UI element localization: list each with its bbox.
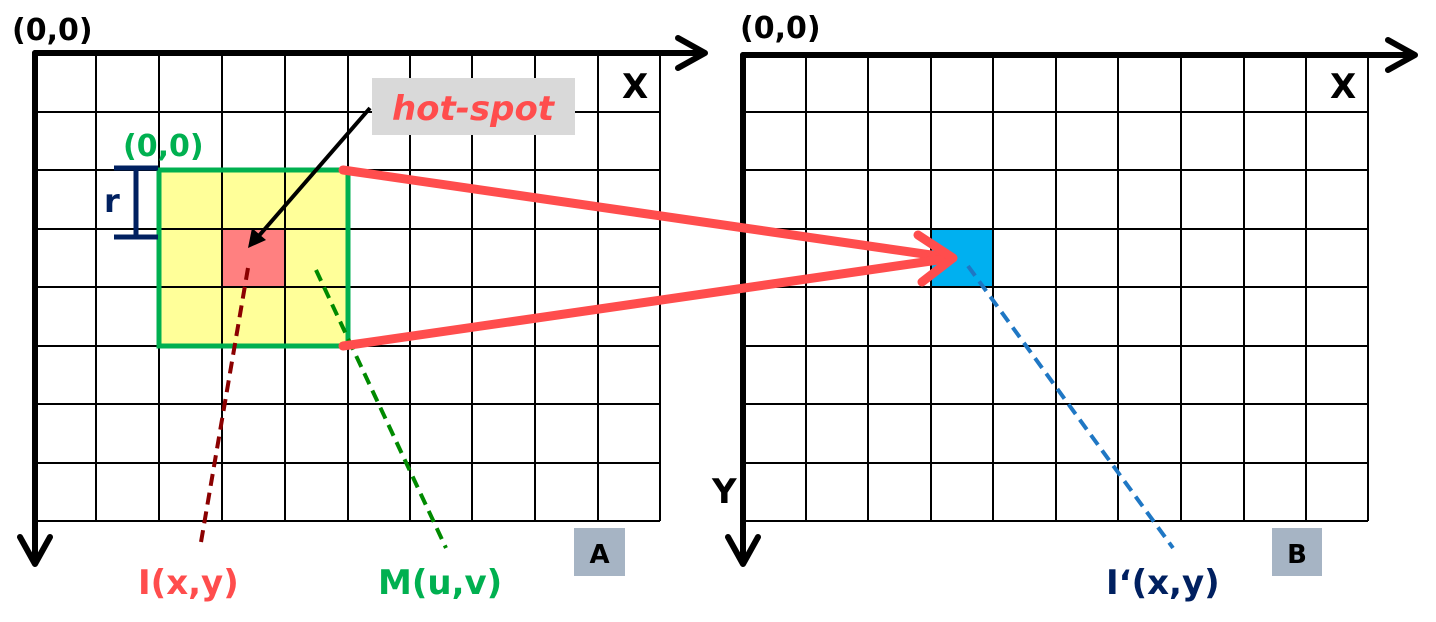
y-axis-label-b: Y [711,472,737,512]
axes-a [17,35,708,567]
output-image-label: I‘(x,y) [1106,563,1220,603]
panel-b: (0,0) X Y I‘(x,y) B [711,11,1418,603]
hotspot-callout-box [372,78,575,135]
radius-bracket [114,165,158,240]
output-leader-line [966,264,1175,550]
input-leader-line [198,267,250,549]
x-axis-label-a: X [622,67,648,107]
grid-b [743,54,1369,522]
x-axis-arrowhead-a [675,35,708,71]
mask-origin-label: (0,0) [123,129,204,164]
panel-tag-box-b [1272,528,1322,576]
panel-a: hot-spot (0,0) X (0,0) r I(x,y) M(u,v) A [12,13,708,603]
mapping-arrowhead [913,230,958,287]
y-axis-arrowhead-b [725,534,761,567]
mask-border [156,167,351,349]
x-axis-label-b: X [1330,67,1356,107]
x-axis-arrowhead-b [1385,37,1418,73]
y-axis-arrowhead-a [17,534,53,567]
radius-label: r [104,182,120,220]
panel-tag-box-a [574,528,625,576]
hotspot-pointer-arrow [248,106,372,248]
mapping-arrow-bottom [338,253,957,351]
origin-label-a: (0,0) [12,13,93,48]
mask-leader-line [314,269,448,549]
input-image-label: I(x,y) [138,563,239,603]
mask-label: M(u,v) [378,563,502,603]
panel-tag-b: B [1287,540,1307,570]
hotspot-callout-text: hot-spot [392,89,556,129]
axes-b [725,37,1418,567]
mapping-arrow-top [338,165,957,263]
grid-a [35,52,661,522]
origin-label-b: (0,0) [740,11,821,46]
panel-tag-a: A [589,540,609,570]
mapping-arrows [338,165,958,351]
